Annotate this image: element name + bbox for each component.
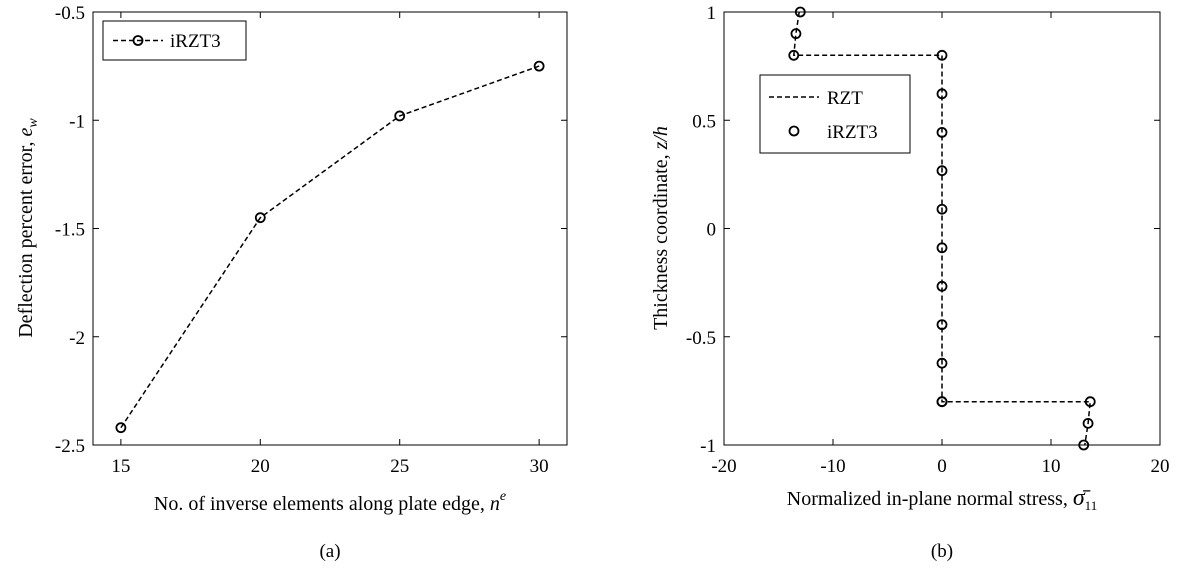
panel-a-series-irzt3-line — [120, 65, 540, 429]
panel-b-series-irzt3-point — [790, 28, 802, 40]
panel-b-y-axis-symbol: z/h — [650, 126, 672, 150]
panel-b-x-axis-label-text: Normalized in-plane normal stress, — [787, 488, 1073, 510]
panel-a-y-tick-label: -2 — [69, 328, 85, 349]
panel-b-legend: RZT iRZT3 — [759, 74, 911, 154]
panel-a-y-tick-label: -1.5 — [55, 220, 85, 241]
panel-b-series-irzt3-point — [936, 49, 948, 61]
panel-b-y-tick-label: -1 — [700, 436, 716, 457]
panel-a-x-axis-symbol: n — [490, 493, 500, 515]
panel-b-x-tick-label: -10 — [820, 456, 845, 477]
panel-a-series-irzt3-point — [394, 110, 406, 122]
panel-a-y-axis-symbol: e — [15, 127, 37, 136]
panel-a-legend-label: iRZT3 — [170, 31, 221, 52]
panel-b-legend-irzt3-label: iRZT3 — [827, 122, 878, 143]
panel-b-x-tick-label: 20 — [1151, 456, 1170, 477]
panel-b-x-tick-label: -20 — [711, 456, 736, 477]
panel-b-y-tick-label: 1 — [707, 3, 717, 24]
panel-b-series-irzt3-point — [936, 203, 948, 215]
panel-a-ticks: 15 20 25 30 -2.5 -2 -1.5 -1 -0.5 — [55, 3, 567, 477]
panel-b-y-axis-label-text: Thickness coordinate, — [650, 149, 672, 330]
panel-b-series-irzt3-point — [936, 88, 948, 100]
panel-a-chart: 15 20 25 30 -2.5 -2 -1.5 -1 -0.5 iRZT3 No. of in… — [15, 3, 568, 562]
panel-a-x-tick-label: 25 — [390, 456, 409, 477]
panel-a-series-irzt3-point — [115, 422, 127, 434]
panel-a-series-irzt3-point — [254, 212, 266, 224]
panel-a-x-axis-label: No. of inverse elements along plate edge… — [154, 489, 506, 515]
panel-a-y-tick-label: -0.5 — [55, 3, 85, 24]
panel-b-x-axis-subscript: 11 — [1085, 498, 1098, 513]
panel-a-x-tick-label: 30 — [530, 456, 549, 477]
panel-b-series-irzt3-point — [1078, 439, 1090, 451]
panel-b-x-axis-label: Normalized in-plane normal stress, σ̄11 — [787, 485, 1097, 513]
panel-b-series-irzt3-point — [1082, 417, 1094, 429]
panel-b-series-irzt3-point — [936, 357, 948, 369]
panel-a-series-irzt3-point — [533, 60, 545, 72]
panel-b-caption: (b) — [931, 541, 953, 562]
panel-b-legend-rzt-label: RZT — [827, 88, 863, 109]
panel-b-series-irzt3-point — [936, 396, 948, 408]
panel-b-y-axis-label: Thickness coordinate, z/h — [650, 126, 672, 330]
panel-b-series-irzt3-point — [936, 242, 948, 254]
panel-b-series — [788, 6, 1096, 451]
panel-b-series-irzt3-point — [936, 126, 948, 138]
panel-b-x-tick-label: 0 — [937, 456, 947, 477]
panel-a-y-axis-subscript: w — [26, 118, 41, 128]
panel-b-legend-irzt3-swatch — [788, 125, 800, 137]
panel-a-y-tick-label: -2.5 — [55, 436, 85, 457]
panel-b-legend-box — [759, 74, 911, 154]
panel-b-y-tick-label: 0 — [707, 220, 717, 241]
panel-b-ticks: -20 -10 0 10 20 -1 -0.5 0 0.5 1 — [686, 3, 1170, 477]
panel-a-caption: (a) — [319, 541, 340, 562]
panel-a-x-tick-label: 15 — [111, 456, 130, 477]
panel-a-series — [115, 60, 545, 434]
panel-b-series-irzt3-point — [936, 165, 948, 177]
panel-b-y-tick-label: 0.5 — [692, 111, 716, 132]
panel-a-plot-frame — [92, 11, 568, 446]
panel-b-series-irzt3-point — [788, 49, 800, 61]
panel-b-series-irzt3-point — [1084, 396, 1096, 408]
panel-a-x-axis-label-text: No. of inverse elements along plate edge… — [154, 493, 490, 515]
panel-b-series-irzt3-point — [936, 280, 948, 292]
panel-b-chart: -20 -10 0 10 20 -1 -0.5 0 0.5 1 RZT iRZT3 Normali… — [650, 3, 1170, 562]
panel-a-y-axis-label-text: Deflection percent error, — [15, 136, 37, 337]
panel-b-series-irzt3-point — [936, 319, 948, 331]
panel-a-y-axis-label: Deflection percent error, ew — [15, 118, 41, 338]
panel-a-legend: iRZT3 — [102, 20, 247, 61]
panel-a-x-tick-label: 20 — [251, 456, 270, 477]
panel-b-y-tick-label: -0.5 — [686, 328, 716, 349]
panel-a-y-tick-label: -1 — [69, 111, 85, 132]
panel-b-x-tick-label: 10 — [1042, 456, 1061, 477]
panel-a-legend-marker-swatch — [132, 35, 144, 46]
panel-a-legend-box — [102, 20, 247, 61]
panel-b-series-irzt3-point — [794, 6, 806, 18]
panel-a-x-axis-superscript: e — [500, 489, 506, 504]
